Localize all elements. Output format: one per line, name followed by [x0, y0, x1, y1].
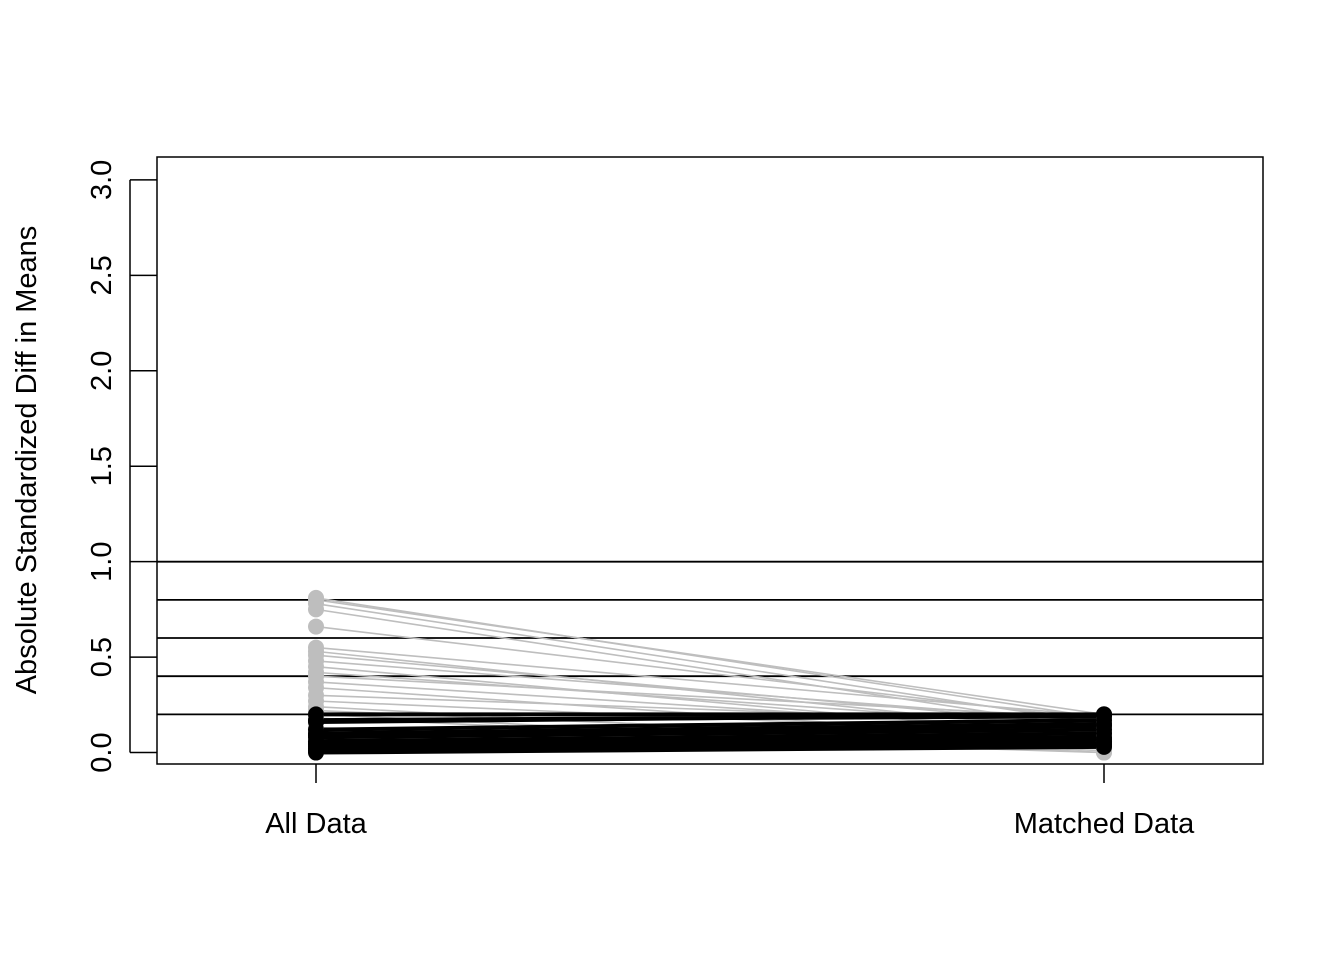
data-point [308, 744, 324, 761]
series-line [315, 675, 1105, 719]
x-tick-label: Matched Data [1014, 808, 1195, 840]
y-tick-label: 3.0 [86, 160, 118, 200]
x-axis: All Data Matched Data [265, 764, 1195, 840]
series-points [308, 589, 1112, 761]
series-line [315, 608, 1105, 731]
y-tick-label: 1.5 [86, 446, 118, 486]
series-line [315, 744, 1105, 755]
series-line [315, 712, 1105, 725]
series-lines [315, 597, 1105, 755]
data-point [1096, 738, 1112, 755]
y-axis-label: Absolute Standardized Diff in Means [11, 226, 43, 695]
y-axis: 0.0 0.5 1.0 1.5 2.0 2.5 3.0 [86, 160, 157, 773]
data-point [308, 601, 324, 618]
x-tick-label: All Data [265, 808, 367, 840]
series-line [315, 723, 1105, 738]
plot-frame [156, 156, 1264, 765]
series-line [315, 597, 1105, 719]
y-tick-label: 0.0 [86, 732, 118, 772]
series-line [315, 718, 1105, 732]
series-line [315, 646, 1105, 718]
y-tick-label: 0.5 [86, 637, 118, 677]
y-tick-label: 1.0 [86, 542, 118, 582]
data-point [308, 618, 324, 635]
series-line [315, 727, 1105, 740]
y-tick-label: 2.0 [86, 351, 118, 391]
y-tick-label: 2.5 [86, 255, 118, 295]
series-line [315, 731, 1105, 744]
series-line [315, 599, 1105, 716]
series-line [315, 694, 1105, 725]
